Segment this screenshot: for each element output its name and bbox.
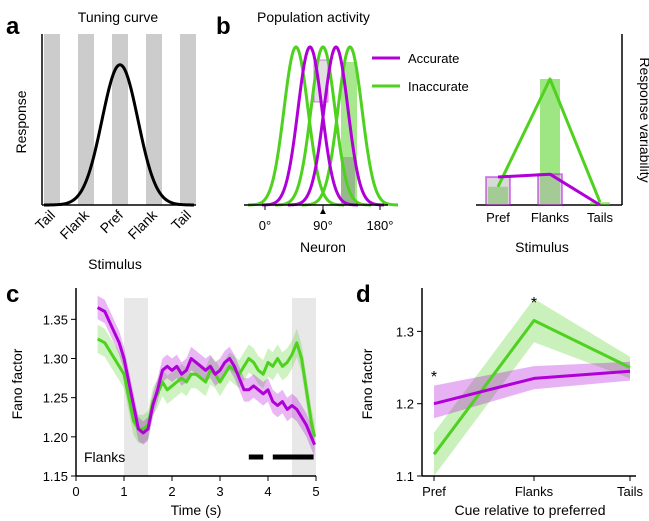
panel-b-right-y-label: Response variability [637,57,649,182]
panel-a-title: Tuning curve [78,9,159,25]
c-y-tick-label: 1.30 [43,352,68,367]
accurate-variability-line [497,172,601,207]
c-x-tick-label: 2 [168,484,175,499]
accurate-fano-line [433,369,631,406]
panel-b-right-x-label: Stimulus [515,239,569,255]
variability-tick-label: Tails [587,210,614,225]
d-x-tick-label: Tails [617,484,644,499]
inaccurate-error-band [97,324,315,451]
panel-b: b Population activity ▲ 0° 90° 180° Neur… [216,9,649,255]
preferred-marker: ▲ [318,206,328,217]
inaccurate-fano-line [432,319,631,456]
tuning-tick-label: Tail [32,207,58,233]
panel-b-x-label: Neuron [300,239,346,255]
tuning-tick-label: Pref [97,207,127,237]
d-y-tick-label: 1.2 [396,397,414,412]
legend-label-inaccurate: Inaccurate [408,79,469,94]
fano-by-cue-series [432,298,631,476]
c-x-tick-label: 0 [72,484,79,499]
panel-label-c: c [6,281,19,308]
accurate-timecourse-line [96,306,316,446]
tick-label-0: 0° [259,218,271,233]
d-x-tick-label: Pref [422,484,446,499]
panel-d-ticks: Pref Flanks Tails 1.1 1.2 1.3 [396,324,644,499]
variability-tick-label: Pref [486,210,510,225]
stripe-0 [44,34,60,205]
stripe-3 [146,34,162,205]
panel-label-d: d [356,281,371,308]
tuning-curve-line [44,63,195,207]
panel-c-ticks: 0 1 2 3 4 5 1.15 1.20 1.25 1.30 1.35 [43,312,320,499]
fano-timecourse-series [96,295,317,457]
inaccurate-tuning-curve-2 [301,45,399,207]
tick-label-180: 180° [367,218,394,233]
panel-d-x-label: Cue relative to preferred [455,502,606,518]
stripe-4 [180,34,196,205]
panel-c-x-label: Time (s) [171,502,222,518]
d-x-tick-label: Flanks [515,484,554,499]
panel-label-b: b [216,13,231,40]
c-y-tick-label: 1.15 [43,469,68,484]
d-y-tick-label: 1.3 [396,324,414,339]
c-x-tick-label: 5 [312,484,319,499]
panel-c: c 0 1 2 3 4 5 1.15 1.20 1.25 1.30 1.35 Flanks Fano… [6,281,320,518]
legend-label-accurate: Accurate [408,51,459,66]
c-x-tick-label: 4 [264,484,271,499]
inaccurate-variability-line [496,77,602,203]
legend: Accurate Inaccurate [372,51,469,94]
tuning-tick-label: Tail [168,207,194,233]
population-activity-plot: ▲ 0° 90° 180° Neuron [244,45,399,255]
tuning-category-stripes [44,34,196,205]
variability-bars: Pref Flanks Tails [485,77,614,225]
panel-b-title: Population activity [257,9,370,25]
panel-c-y-label: Fano factor [9,348,25,419]
inaccurate-tuning-curve-1 [274,45,372,207]
variability-tick-label: Flanks [531,210,570,225]
response-variability-plot: Pref Flanks Tails Response variability Sti… [476,34,649,255]
tuning-tick-label: Flank [57,206,93,242]
c-x-tick-label: 1 [120,484,127,499]
tick-label-90: 90° [313,218,333,233]
shaded-epoch-1 [292,298,316,476]
stripe-2 [112,34,128,205]
panel-d-y-label: Fano factor [359,348,375,419]
tuning-tick-label: Flank [125,206,161,242]
significance-star: * [531,295,537,312]
c-y-tick-label: 1.25 [43,391,68,406]
population-curves [247,45,399,207]
c-x-tick-label: 3 [216,484,223,499]
inaccurate-variability-bar [488,186,508,205]
accurate-variability-bar [485,176,511,206]
flank-epoch-shading [124,298,316,476]
panel-d-significance: ** [431,295,537,386]
accurate-tuning-curve-1 [287,45,385,207]
accurate-tuning-curve-0 [261,45,359,207]
inaccurate-tuning-curve-0 [247,45,345,207]
significance-star: * [431,369,437,386]
flanks-annotation: Flanks [84,449,125,465]
panel-label-a: a [6,13,20,40]
panel-a-x-label: Stimulus [88,256,142,272]
d-y-tick-label: 1.1 [396,469,414,484]
stripe-1 [78,34,94,205]
panel-a-y-label: Response [13,90,29,153]
c-y-tick-label: 1.20 [43,430,68,445]
c-y-tick-label: 1.35 [43,312,68,327]
